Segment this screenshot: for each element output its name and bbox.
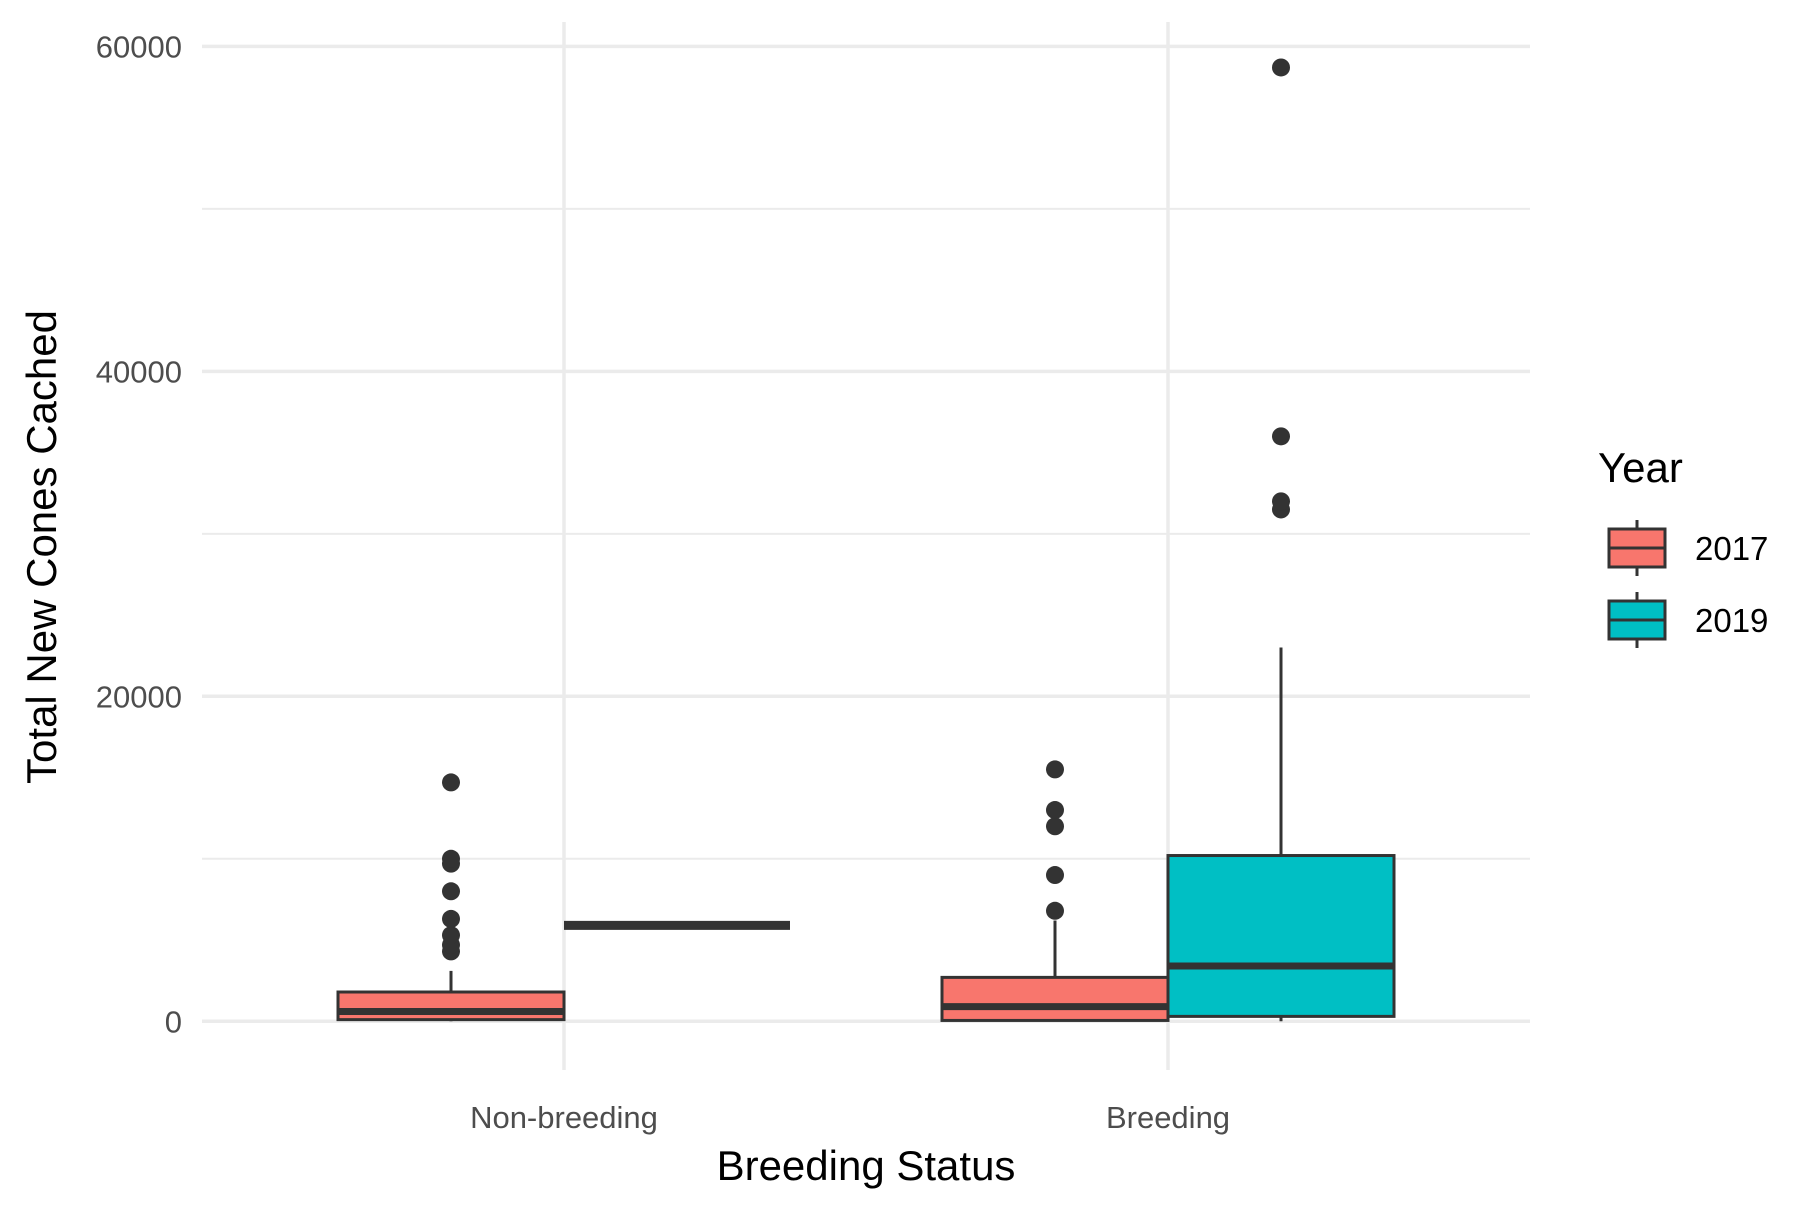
outlier-point: [442, 882, 460, 901]
x-tick-label: Breeding: [1106, 1100, 1230, 1135]
box-iqr: [940, 975, 1170, 1022]
legend-entry-2019: 2019: [1607, 592, 1768, 648]
box-layer: [336, 58, 1396, 1022]
legend: Year 2017 2019: [1598, 444, 1768, 648]
x-axis-title: Breeding Status: [717, 1142, 1016, 1189]
y-tick-label: 0: [165, 1004, 182, 1039]
outlier-point: [1046, 901, 1064, 920]
box-iqr: [1166, 854, 1396, 1018]
y-tick-label: 40000: [96, 354, 182, 389]
outlier-point: [1272, 427, 1290, 446]
grid-layer: [202, 22, 1530, 1070]
box-iqr: [336, 990, 566, 1022]
box-2017-non-breeding: [336, 773, 566, 1022]
y-axis-title: Total New Cones Cached: [18, 310, 65, 784]
outlier-point: [1272, 58, 1290, 77]
legend-label: 2017: [1695, 530, 1768, 567]
box-2017-breeding: [940, 760, 1170, 1022]
y-tick-label: 60000: [96, 29, 182, 64]
outlier-point: [442, 849, 460, 868]
outlier-point: [1046, 801, 1064, 820]
outlier-point: [1046, 760, 1064, 779]
legend-label: 2019: [1695, 602, 1768, 639]
y-tick-label: 20000: [96, 679, 182, 714]
outlier-point: [1272, 492, 1290, 511]
outlier-point: [442, 926, 460, 945]
legend-entry-2017: 2017: [1607, 520, 1768, 576]
box-2019-breeding: [1166, 58, 1396, 1022]
outlier-point: [1046, 817, 1064, 836]
legend-title: Year: [1598, 444, 1683, 491]
axis-layer: 0 20000 40000 60000 Non-breeding Breeding Bree…: [18, 29, 1230, 1189]
outlier-point: [442, 909, 460, 928]
outlier-point: [1046, 866, 1064, 885]
outlier-point: [442, 773, 460, 792]
x-tick-label: Non-breeding: [470, 1100, 658, 1135]
